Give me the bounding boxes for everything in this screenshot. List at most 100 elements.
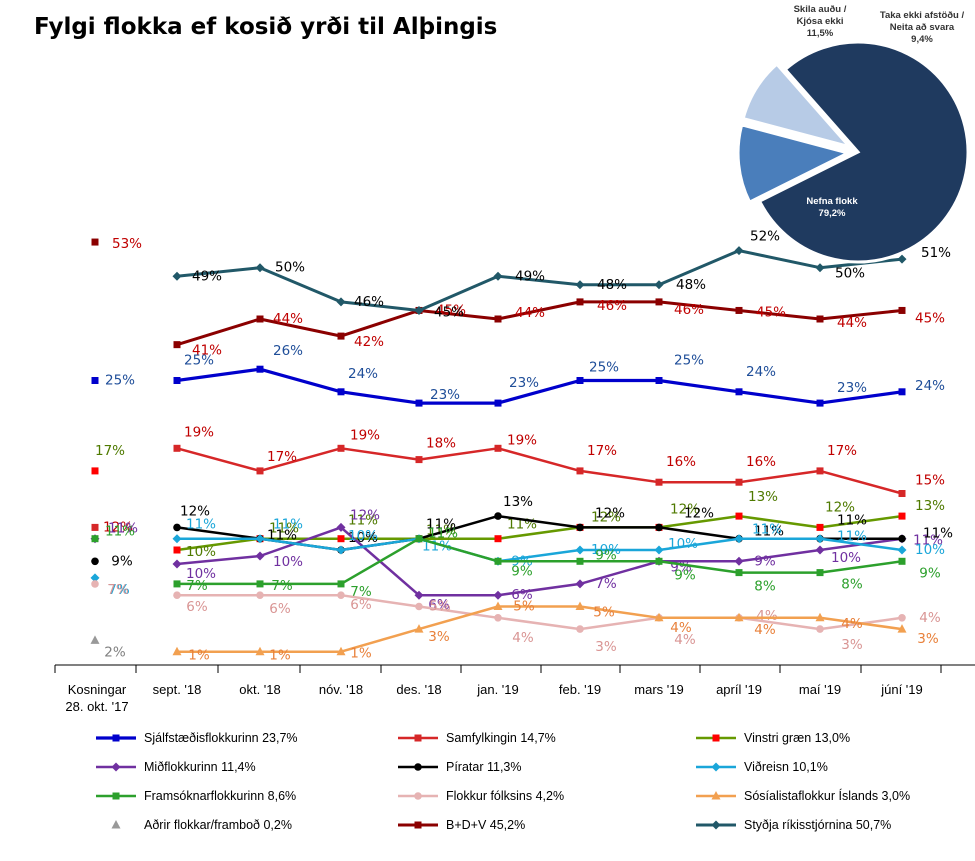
data-point: [655, 377, 663, 384]
data-point: [734, 612, 744, 622]
data-point: [172, 559, 182, 569]
pie-label: Skila auðu / Kjósa ekki 11,5%: [794, 4, 847, 39]
series-line: [176, 514, 903, 552]
data-point: [337, 591, 345, 599]
data-point: [655, 478, 663, 486]
data-label: 5%: [593, 605, 615, 621]
legend-swatch: [696, 762, 736, 772]
data-point: [493, 601, 503, 610]
data-label: 42%: [354, 334, 384, 350]
data-label: 9%: [511, 563, 533, 579]
legend: Sjálfstæðisflokkurinn 23,7% Samfylkingin …: [94, 728, 974, 853]
data-label: 25%: [589, 360, 619, 376]
data-point: [414, 624, 424, 633]
data-point: [336, 522, 346, 532]
data-label: 52%: [750, 229, 780, 245]
data-point: [337, 332, 345, 340]
data-point: [576, 523, 584, 532]
data-point: [816, 399, 824, 407]
data-point: [816, 569, 824, 577]
data-point: [173, 444, 181, 452]
data-point: [576, 298, 584, 306]
data-label: 7%: [108, 582, 130, 598]
data-label: 7%: [595, 576, 617, 592]
series-line: [177, 605, 903, 653]
legend-label: Styðja ríkisstjórnina 50,7%: [744, 818, 892, 832]
data-label: 24%: [746, 364, 776, 380]
data-label: 13%: [915, 498, 945, 514]
data-label: 12%: [684, 505, 714, 521]
data-label: 10%: [273, 554, 303, 570]
data-label: 46%: [354, 294, 384, 310]
legend-label: Samfylkingin 14,7%: [446, 731, 556, 745]
series-0: 25% 25% 26% 24% 23% 23% 25% 25% 24% 23% 24%: [91, 343, 945, 407]
legend-label: B+D+V 45,2%: [446, 818, 526, 832]
legend-item: Styðja ríkisstjórnina 50,7%: [694, 815, 891, 835]
data-point: [91, 377, 99, 384]
data-label: 4%: [919, 610, 941, 626]
data-point: [337, 388, 345, 396]
data-point: [337, 580, 345, 588]
data-label: 10%: [186, 566, 216, 582]
x-tick-label: maí '19: [799, 682, 841, 697]
data-point: [816, 315, 824, 323]
data-label: 4%: [674, 632, 696, 648]
data-point: [91, 238, 99, 246]
legend-swatch: [96, 792, 136, 800]
data-label: 4%: [756, 608, 778, 624]
legend-swatch: [696, 791, 736, 800]
data-point: [415, 399, 423, 407]
data-label: 6%: [350, 597, 372, 613]
legend-label: Miðflokkurinn 11,4%: [144, 760, 256, 774]
legend-label: Flokkur fólksins 4,2%: [446, 789, 565, 803]
data-label: 9%: [919, 565, 941, 581]
data-point: [898, 388, 906, 396]
data-label: 48%: [676, 277, 706, 293]
legend-label: Viðreisn 10,1%: [744, 760, 828, 774]
data-label: 11%: [752, 522, 782, 538]
series-line: [176, 300, 903, 347]
data-label: 12%: [670, 501, 700, 517]
data-label: 9%: [111, 553, 133, 569]
data-point: [898, 557, 906, 565]
data-label: 17%: [587, 443, 617, 459]
data-point: [415, 535, 423, 543]
legend-item: Framsóknarflokkurinn 8,6%: [94, 786, 296, 806]
x-tick-label: nóv. '18: [319, 682, 363, 697]
data-label: 9%: [595, 547, 617, 563]
data-label: 11%: [913, 533, 943, 549]
series-line: [176, 447, 903, 495]
data-point: [815, 545, 825, 555]
data-label: 10%: [348, 528, 378, 544]
legend-label: Vinstri græn 13,0%: [744, 731, 851, 745]
data-label: 44%: [837, 315, 867, 331]
data-point: [655, 298, 663, 306]
x-tick-label: Kosningar 28. okt. '17: [65, 682, 128, 714]
data-point: [494, 557, 502, 565]
data-point: [173, 591, 181, 599]
series-line: [177, 537, 903, 563]
data-label: 49%: [515, 268, 545, 284]
data-label: 4%: [841, 616, 863, 632]
pie-slice: [741, 62, 854, 150]
data-point: [173, 341, 181, 349]
data-label: 10%: [186, 544, 216, 560]
series-line: [177, 593, 903, 631]
data-point: [575, 545, 585, 555]
data-label: 1%: [188, 648, 210, 664]
data-point: [415, 456, 423, 464]
data-label: 50%: [275, 260, 305, 276]
legend-label: Sjálfstæðisflokkurinn 23,7%: [144, 731, 298, 745]
data-label: 5%: [429, 599, 451, 615]
data-label: 17%: [827, 443, 857, 459]
data-point: [256, 365, 264, 373]
data-point: [575, 601, 585, 610]
data-label: 25%: [105, 373, 135, 389]
data-point: [415, 602, 423, 611]
x-tick-label: júní '19: [880, 682, 923, 697]
pie-slice: [736, 123, 853, 205]
data-label: 11%: [348, 513, 378, 529]
data-label: 1%: [269, 648, 291, 664]
data-label: 10%: [915, 542, 945, 558]
